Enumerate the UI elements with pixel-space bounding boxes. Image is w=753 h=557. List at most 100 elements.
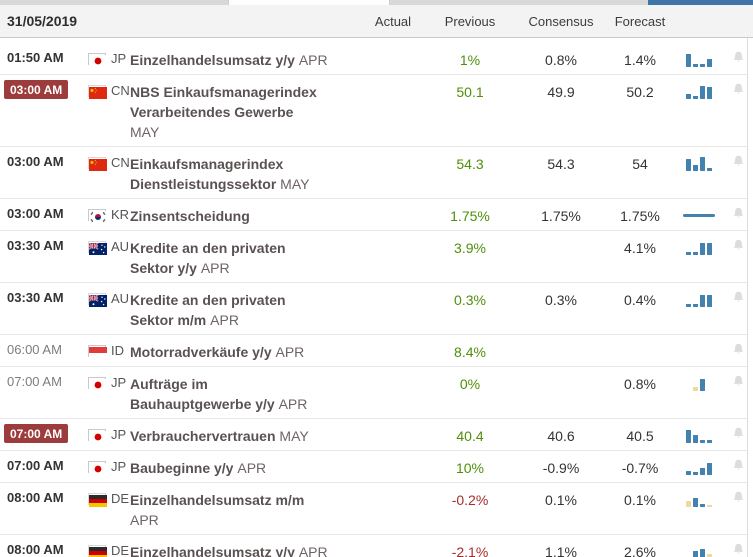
- consensus-value: 49.9: [547, 84, 575, 100]
- history-chart-icon[interactable]: [674, 335, 724, 344]
- history-chart-icon[interactable]: [674, 283, 724, 307]
- flag-jp-icon: [88, 460, 107, 475]
- event-time: 07:00 AM: [7, 374, 62, 389]
- event-time: 03:30 AM: [7, 238, 64, 253]
- event-rows: 01:50 AM JP Einzelhandelsumsatz y/y APR 1% 0…: [0, 43, 748, 557]
- flag-au-icon: [88, 240, 107, 255]
- consensus-value: 0.3%: [545, 292, 577, 308]
- event-name[interactable]: Kredite an den privaten Sektor m/m APR: [130, 283, 362, 330]
- flag-au-icon: [88, 292, 107, 307]
- event-name[interactable]: Kredite an den privaten Sektor y/y APR: [130, 231, 362, 278]
- history-chart-icon[interactable]: [674, 535, 724, 557]
- event-name[interactable]: Aufträge im Bauhauptgewerbe y/y APR: [130, 367, 362, 414]
- event-row[interactable]: 03:30 AM AU Kredite an den privaten Sektor …: [0, 283, 748, 335]
- event-name[interactable]: Motorradverkäufe y/y APR: [130, 335, 362, 362]
- history-chart-icon[interactable]: [674, 147, 724, 171]
- alert-bell-icon[interactable]: [724, 43, 753, 64]
- event-name-line: Bauhauptgewerbe y/y APR: [130, 396, 308, 412]
- alert-bell-icon[interactable]: [724, 199, 753, 220]
- alert-bell-icon[interactable]: [724, 231, 753, 252]
- event-row[interactable]: 07:00 AM JP Aufträge im Bauhauptgewerbe y/y…: [0, 367, 748, 419]
- top-accent-bar: [648, 0, 753, 5]
- event-row[interactable]: 03:30 AM AU Kredite an den privaten Sektor …: [0, 231, 748, 283]
- actual-value: [362, 451, 424, 458]
- event-period: APR: [275, 344, 305, 360]
- event-name[interactable]: Einkaufsmanagerindex Dienstleistungssekto…: [130, 147, 362, 194]
- flag-jp-icon: [88, 376, 107, 391]
- event-row[interactable]: 06:00 AM ID Motorradverkäufe y/y APR 8.4%: [0, 335, 748, 367]
- country-code: ID: [111, 343, 124, 358]
- alert-bell-icon[interactable]: [724, 419, 753, 440]
- column-header-consensus: Consensus: [528, 13, 594, 29]
- flag-jp-icon: [88, 428, 107, 443]
- previous-value: 8.4%: [454, 344, 486, 360]
- scrollbar-track[interactable]: [747, 38, 753, 557]
- history-chart-icon[interactable]: [674, 199, 724, 217]
- actual-value: [362, 43, 424, 50]
- flag-kr-icon: [88, 208, 107, 223]
- event-row[interactable]: 08:00 AM DE Einzelhandelsumsatz y/y APR -2.…: [0, 535, 748, 557]
- country-cell: AU: [88, 231, 130, 255]
- alert-bell-icon[interactable]: [724, 535, 753, 556]
- event-name[interactable]: NBS Einkaufsmanagerindex Verarbeitendes G…: [130, 75, 362, 142]
- actual-value: [362, 231, 424, 238]
- consensus-value: 1.1%: [545, 544, 577, 557]
- event-name[interactable]: Verbrauchervertrauen MAY: [130, 419, 362, 446]
- history-chart-icon[interactable]: [674, 75, 724, 99]
- event-time: 03:30 AM: [7, 290, 64, 305]
- history-chart-icon[interactable]: [674, 451, 724, 475]
- event-row[interactable]: 07:00 AM JP Verbrauchervertrauen MAY 40.4 40…: [0, 419, 748, 451]
- alert-bell-icon[interactable]: [724, 451, 753, 472]
- event-name[interactable]: Einzelhandelsumsatz y/y APR: [130, 535, 362, 557]
- alert-bell-icon[interactable]: [724, 283, 753, 304]
- alert-bell-icon[interactable]: [724, 483, 753, 504]
- history-chart-icon[interactable]: [674, 231, 724, 255]
- previous-value: -2.1%: [451, 544, 489, 557]
- event-row[interactable]: 03:00 AM KR Zinsentscheidung 1.75% 1.75% 1.75…: [0, 199, 748, 231]
- alert-bell-icon[interactable]: [724, 335, 753, 356]
- alert-bell-icon[interactable]: [724, 147, 753, 168]
- history-chart-icon[interactable]: [674, 483, 724, 507]
- column-header-forecast: Forecast: [614, 13, 666, 29]
- mini-bars-icon: [686, 544, 712, 557]
- event-name-line: Einkaufsmanagerindex: [130, 156, 284, 172]
- event-name[interactable]: Baubeginne y/y APR: [130, 451, 362, 478]
- event-row[interactable]: 03:00 AM CN Einkaufsmanagerindex Dienstleis…: [0, 147, 748, 199]
- event-row[interactable]: 07:00 AM JP Baubeginne y/y APR 10% -0.9% -0.7…: [0, 451, 748, 483]
- top-edge-strip: [0, 0, 753, 5]
- history-chart-icon[interactable]: [674, 419, 724, 443]
- forecast-value: 0.8%: [624, 376, 656, 392]
- country-cell: KR: [88, 199, 130, 223]
- event-row[interactable]: 08:00 AM DE Einzelhandelsumsatz m/m APR -0.2…: [0, 483, 748, 535]
- forecast-value: 50.2: [626, 84, 654, 100]
- event-time: 08:00 AM: [7, 490, 64, 505]
- previous-value: 54.3: [456, 156, 484, 172]
- forecast-value: -0.7%: [621, 460, 659, 476]
- history-chart-icon[interactable]: [674, 43, 724, 67]
- event-name[interactable]: Einzelhandelsumsatz y/y APR: [130, 43, 362, 70]
- flat-trend-icon: [683, 214, 715, 217]
- country-code: JP: [111, 375, 127, 390]
- event-name-line: Einzelhandelsumsatz y/y APR: [130, 52, 328, 68]
- consensus-value: [516, 367, 606, 374]
- previous-value: 10%: [455, 460, 485, 476]
- event-name[interactable]: Zinsentscheidung: [130, 199, 362, 226]
- actual-value: [362, 535, 424, 542]
- actual-value: [362, 283, 424, 290]
- event-name[interactable]: Einzelhandelsumsatz m/m APR: [130, 483, 362, 530]
- event-name-line: Dienstleistungssektor MAY: [130, 176, 310, 192]
- country-cell: AU: [88, 283, 130, 307]
- alert-bell-icon[interactable]: [724, 367, 753, 388]
- country-cell: CN: [88, 147, 130, 171]
- event-row[interactable]: 03:00 AM CN NBS Einkaufsmanagerindex Verarb…: [0, 75, 748, 147]
- history-chart-icon[interactable]: [674, 367, 724, 391]
- mini-bars-icon: [686, 84, 712, 99]
- event-row[interactable]: 01:50 AM JP Einzelhandelsumsatz y/y APR 1% 0…: [0, 43, 748, 75]
- forecast-value: 4.1%: [624, 240, 656, 256]
- actual-value: [362, 75, 424, 82]
- event-period: MAY: [280, 176, 310, 192]
- alert-bell-icon[interactable]: [724, 75, 753, 96]
- event-period: APR: [210, 312, 239, 328]
- event-name-line: Verbrauchervertrauen MAY: [130, 428, 309, 444]
